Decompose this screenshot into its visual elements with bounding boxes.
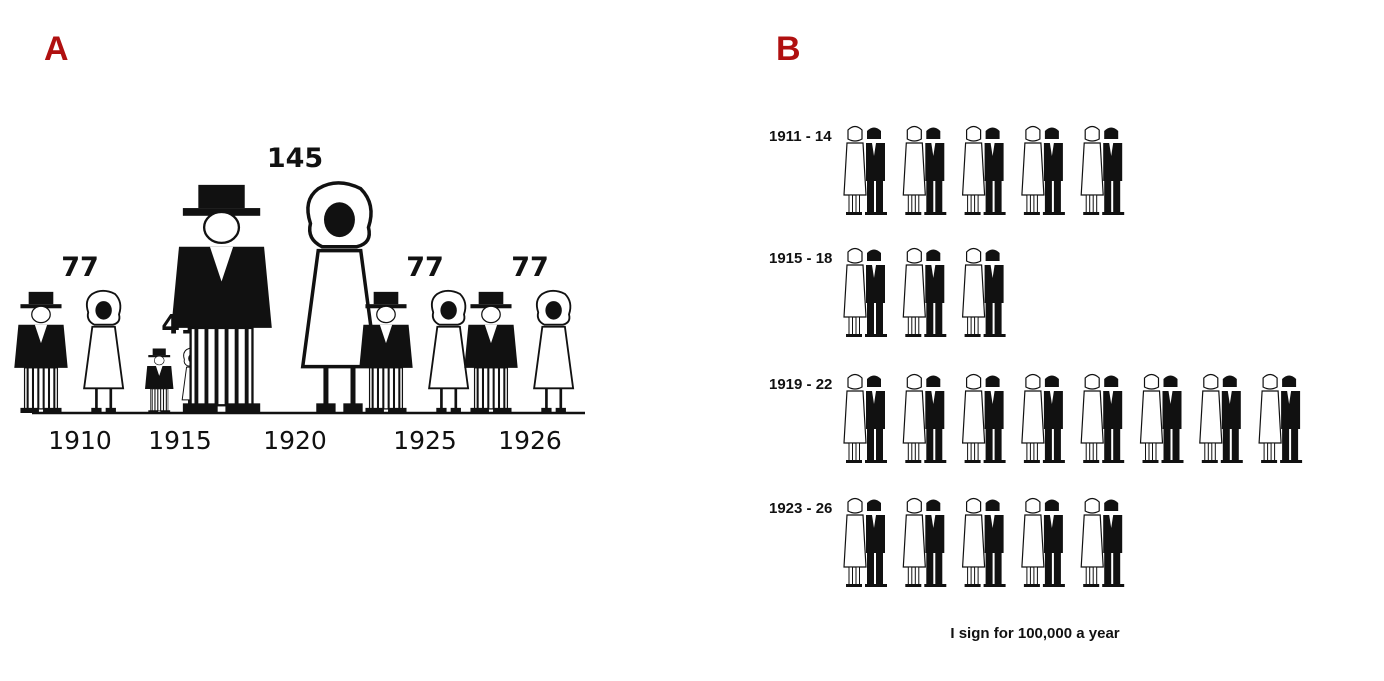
chart-a-man-figure xyxy=(359,291,413,413)
chart-a-man-figure xyxy=(171,184,272,413)
panel-a-label: A xyxy=(44,30,69,68)
chart-b-row-label: 1911 - 14 xyxy=(769,128,832,145)
chart-a: 7719104119151451920771925771926 xyxy=(14,143,585,455)
chart-b-couple-icon xyxy=(902,497,947,587)
chart-b-couple-icon xyxy=(961,373,1006,463)
chart-b-couple-icon xyxy=(1021,125,1065,215)
chart-b-couple-icon xyxy=(961,497,1006,587)
chart-b-couple-icon xyxy=(843,247,887,337)
chart-a-woman-figure xyxy=(300,181,379,413)
chart-b-couple-icon xyxy=(961,125,1006,215)
chart-a-year-label: 1925 xyxy=(393,426,457,455)
chart-b-couple-icon xyxy=(843,373,887,463)
chart-a-woman-figure xyxy=(533,289,575,413)
chart-b-couple-icon xyxy=(1080,125,1125,215)
chart-a-woman-figure xyxy=(428,289,470,413)
chart-b-couple-icon xyxy=(1080,373,1125,463)
chart-a-year-label: 1915 xyxy=(148,426,212,455)
chart-b-couple-icon xyxy=(902,125,947,215)
chart-b-couple-icon xyxy=(1080,497,1125,587)
chart-b-couple-icon xyxy=(1139,373,1184,463)
chart-a-woman-figure xyxy=(83,289,125,413)
chart-a-year-label: 1910 xyxy=(48,426,112,455)
chart-b-couple-icon xyxy=(1199,373,1243,463)
chart-a-value-label: 77 xyxy=(61,252,99,283)
chart-b-couple-icon xyxy=(961,247,1006,337)
chart-b-couple-icon xyxy=(902,373,947,463)
chart-a-value-label: 77 xyxy=(511,252,549,283)
chart-a-man-figure xyxy=(14,291,68,413)
chart-a-man-figure xyxy=(464,291,518,413)
chart-b-row-label: 1915 - 18 xyxy=(769,250,832,267)
chart-b-couple-icon xyxy=(843,497,887,587)
chart-a-value-label: 77 xyxy=(406,252,444,283)
chart-b-couple-icon xyxy=(1258,373,1303,463)
chart-b-row-label: 1919 - 22 xyxy=(769,376,832,393)
chart-a-year-label: 1920 xyxy=(263,426,327,455)
chart-b-row-label: 1923 - 26 xyxy=(769,500,832,517)
chart-a-value-label: 145 xyxy=(267,143,323,174)
panel-b-label: B xyxy=(776,30,801,68)
chart-b-unit-note: I sign for 100,000 a year xyxy=(950,625,1119,642)
chart-b-couple-icon xyxy=(902,247,947,337)
chart-b-couple-icon xyxy=(1021,373,1065,463)
chart-b-couple-icon xyxy=(843,125,887,215)
chart-a-year-label: 1926 xyxy=(498,426,562,455)
chart-b-couple-icon xyxy=(1021,497,1065,587)
chart-a-man-figure xyxy=(145,348,174,413)
